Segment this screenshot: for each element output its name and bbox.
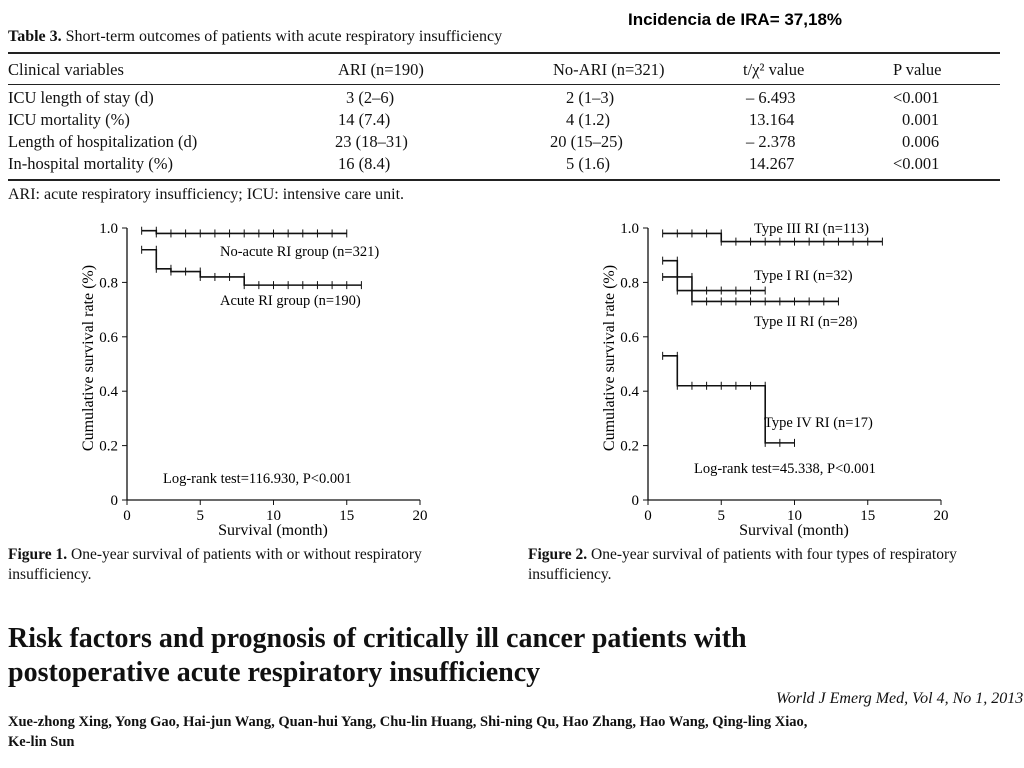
y-tick-label: 0 (632, 493, 640, 509)
y-tick-label: 1.0 (99, 221, 118, 237)
x-tick-label: 20 (934, 508, 949, 524)
x-axis-label: Survival (month) (218, 522, 328, 539)
series-label: Type III RI (n=113) (754, 221, 869, 237)
incidence-banner: Incidencia de IRA= 37,18% (628, 10, 843, 29)
y-tick-label: 0 (111, 493, 119, 509)
table-top-rule (8, 52, 1000, 54)
x-tick-label: 0 (123, 508, 131, 524)
x-tick-label: 15 (860, 508, 875, 524)
x-tick-label: 5 (718, 508, 726, 524)
table-cell: Length of hospitalization (d) (8, 132, 198, 151)
paper-title: Risk factors and prognosis of critically… (8, 623, 747, 688)
table-cell: 2 (1–3) (566, 88, 615, 107)
table-cell: – 2.378 (746, 132, 796, 151)
log-rank-annotation: Log-rank test=45.338, P<0.001 (694, 461, 876, 477)
table-cell: In-hospital mortality (%) (8, 154, 173, 173)
series-label: Type II RI (n=28) (754, 314, 858, 330)
series-label: Type IV RI (n=17) (764, 415, 873, 431)
table-header: Clinical variables (8, 60, 124, 79)
journal-citation: World J Emerg Med, Vol 4, No 1, 2013 (776, 690, 1024, 707)
survival-curve (662, 259, 766, 292)
series-label: Acute RI group (n=190) (220, 293, 361, 309)
y-axis-label: Cumulative survival rate (%) (601, 265, 618, 451)
table-cell: 13.164 (749, 110, 795, 129)
x-tick-label: 0 (644, 508, 652, 524)
table-row: ICU length of stay (d) 3 (2–6) 2 (1–3) –… (8, 88, 1000, 110)
table-cell: ICU mortality (%) (8, 110, 130, 129)
author-list: Xue-zhong Xing, Yong Gao, Hai-jun Wang, … (8, 714, 808, 750)
table-title: Table 3. Short-term outcomes of patients… (8, 28, 502, 46)
series-label: Type I RI (n=32) (754, 268, 853, 284)
log-rank-annotation: Log-rank test=116.930, P<0.001 (163, 471, 352, 487)
table-cell: ICU length of stay (d) (8, 88, 154, 107)
table-cell: <0.001 (893, 88, 940, 107)
y-tick-label: 0.6 (99, 330, 118, 346)
figure-2-caption: Figure 2. One-year survival of patients … (528, 545, 1018, 585)
figure-1-chart: Cumulative survival rate (%) Survival (m… (80, 221, 428, 539)
table-cell: 5 (1.6) (566, 154, 610, 173)
table-cell: 0.006 (902, 132, 940, 151)
x-axis-label: Survival (month) (739, 522, 849, 539)
table-row: Length of hospitalization (d) 23 (18–31)… (8, 132, 1000, 154)
figure-1-caption: Figure 1. One-year survival of patients … (8, 545, 508, 585)
table-header-rule (8, 84, 1000, 85)
table-cell: 4 (1.2) (566, 110, 610, 129)
y-tick-label: 0.4 (620, 384, 639, 400)
table-cell: 0.001 (902, 110, 940, 129)
table-footnote: ARI: acute respiratory insufficiency; IC… (8, 186, 405, 203)
table-label: Table 3. (8, 28, 62, 45)
series-label: No-acute RI group (n=321) (220, 244, 379, 260)
x-tick-label: 20 (413, 508, 428, 524)
table-cell: 14 (7.4) (338, 110, 391, 129)
table-cell: <0.001 (893, 154, 940, 173)
table-cell: 14.267 (749, 154, 795, 173)
y-tick-label: 0.4 (99, 384, 118, 400)
figure-caption-text: One-year survival of patients with or wi… (8, 546, 422, 583)
x-tick-label: 10 (266, 508, 281, 524)
y-tick-label: 0.6 (620, 330, 639, 346)
x-tick-label: 5 (197, 508, 205, 524)
x-tick-label: 10 (787, 508, 802, 524)
table-cell: 3 (2–6) (346, 88, 395, 107)
table-cell: – 6.493 (746, 88, 796, 107)
y-tick-label: 0.2 (620, 439, 639, 455)
table-cell: 23 (18–31) (335, 132, 408, 151)
figure-label: Figure 2. (528, 546, 588, 563)
y-tick-label: 0.2 (99, 439, 118, 455)
y-tick-label: 0.8 (99, 275, 118, 291)
y-axis-label: Cumulative survival rate (%) (80, 265, 97, 451)
table-header: No-ARI (n=321) (553, 60, 665, 79)
table-header: P value (893, 60, 942, 79)
y-tick-label: 0.8 (620, 275, 639, 291)
table-header: t/χ² value (743, 60, 805, 79)
table-header: ARI (n=190) (338, 60, 424, 79)
table-row: ICU mortality (%) 14 (7.4) 4 (1.2) 13.16… (8, 110, 1000, 132)
y-tick-label: 1.0 (620, 221, 639, 237)
table-bottom-rule (8, 179, 1000, 181)
table-cell: 20 (15–25) (550, 132, 623, 151)
figure-caption-text: One-year survival of patients with four … (528, 546, 957, 583)
table-title-text: Short-term outcomes of patients with acu… (61, 28, 503, 45)
figure-2-chart: Cumulative survival rate (%) Survival (m… (601, 221, 949, 539)
table-header-row: Clinical variables ARI (n=190) No-ARI (n… (8, 60, 1000, 82)
figure-label: Figure 1. (8, 546, 68, 563)
table-row: In-hospital mortality (%) 16 (8.4) 5 (1.… (8, 154, 1000, 176)
table-cell: 16 (8.4) (338, 154, 391, 173)
x-tick-label: 15 (339, 508, 354, 524)
